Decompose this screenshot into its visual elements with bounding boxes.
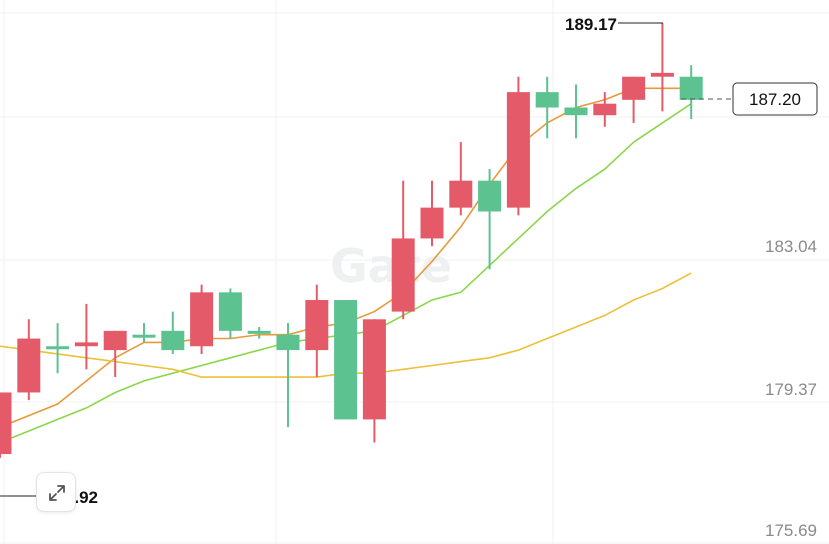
candle: [564, 84, 588, 139]
candle: [650, 22, 674, 112]
candle: [622, 76, 646, 123]
candle-body: [362, 319, 386, 420]
candle-body: [46, 346, 70, 350]
candle-body: [391, 238, 415, 312]
price-label-mid: 179.37: [765, 380, 817, 399]
current-price-label: 187.20: [749, 90, 801, 109]
candle: [420, 180, 444, 247]
price-label-low: 175.69: [765, 521, 817, 540]
price-axis: 183.04 179.37 175.69: [765, 237, 817, 540]
candle-body: [564, 107, 588, 116]
candle: [334, 300, 358, 420]
candle: [0, 392, 12, 458]
candle-body: [247, 330, 271, 334]
candle: [449, 142, 473, 216]
high-marker-label: 189.17: [565, 15, 617, 34]
candle-body: [478, 180, 502, 212]
candle: [679, 65, 703, 120]
expand-button[interactable]: [36, 472, 76, 512]
candle: [506, 76, 530, 216]
candle-body: [161, 330, 185, 351]
candle-body: [679, 76, 703, 100]
candle-body: [276, 334, 300, 351]
candle: [132, 323, 156, 343]
candle-body: [305, 300, 329, 351]
candle: [190, 284, 214, 354]
candle: [17, 319, 41, 401]
candle-body: [334, 300, 358, 420]
candle-body: [218, 292, 242, 331]
candle-body: [506, 92, 530, 208]
watermark: Gate: [330, 239, 452, 293]
candle-body: [0, 392, 12, 455]
candle: [391, 180, 415, 320]
candle-body: [190, 292, 214, 347]
candle-body: [420, 207, 444, 239]
candle: [161, 311, 185, 354]
candle: [593, 92, 617, 127]
candle-body: [103, 330, 127, 351]
candle: [276, 323, 300, 428]
high-marker: 189.17: [565, 15, 663, 34]
candle-body: [650, 72, 674, 77]
candle: [218, 288, 242, 339]
candle-body: [74, 342, 98, 347]
candle: [535, 76, 559, 139]
candle: [247, 326, 271, 339]
candle: [478, 169, 502, 270]
svg-text:Gate: Gate: [330, 239, 452, 293]
current-price-marker: 187.20: [681, 82, 818, 116]
candles: [0, 22, 703, 458]
expand-icon: [49, 485, 65, 501]
candle: [305, 284, 329, 378]
candle-body: [17, 338, 41, 393]
candle: [74, 303, 98, 370]
candle-body: [593, 103, 617, 116]
price-label-high: 183.04: [765, 237, 817, 256]
candle-body: [132, 334, 156, 338]
candle-body: [622, 76, 646, 100]
candle: [362, 319, 386, 443]
candle: [46, 323, 70, 374]
candle-body: [535, 92, 559, 108]
candle-body: [449, 180, 473, 208]
current-price-box: [732, 82, 818, 116]
candle: [103, 330, 127, 378]
